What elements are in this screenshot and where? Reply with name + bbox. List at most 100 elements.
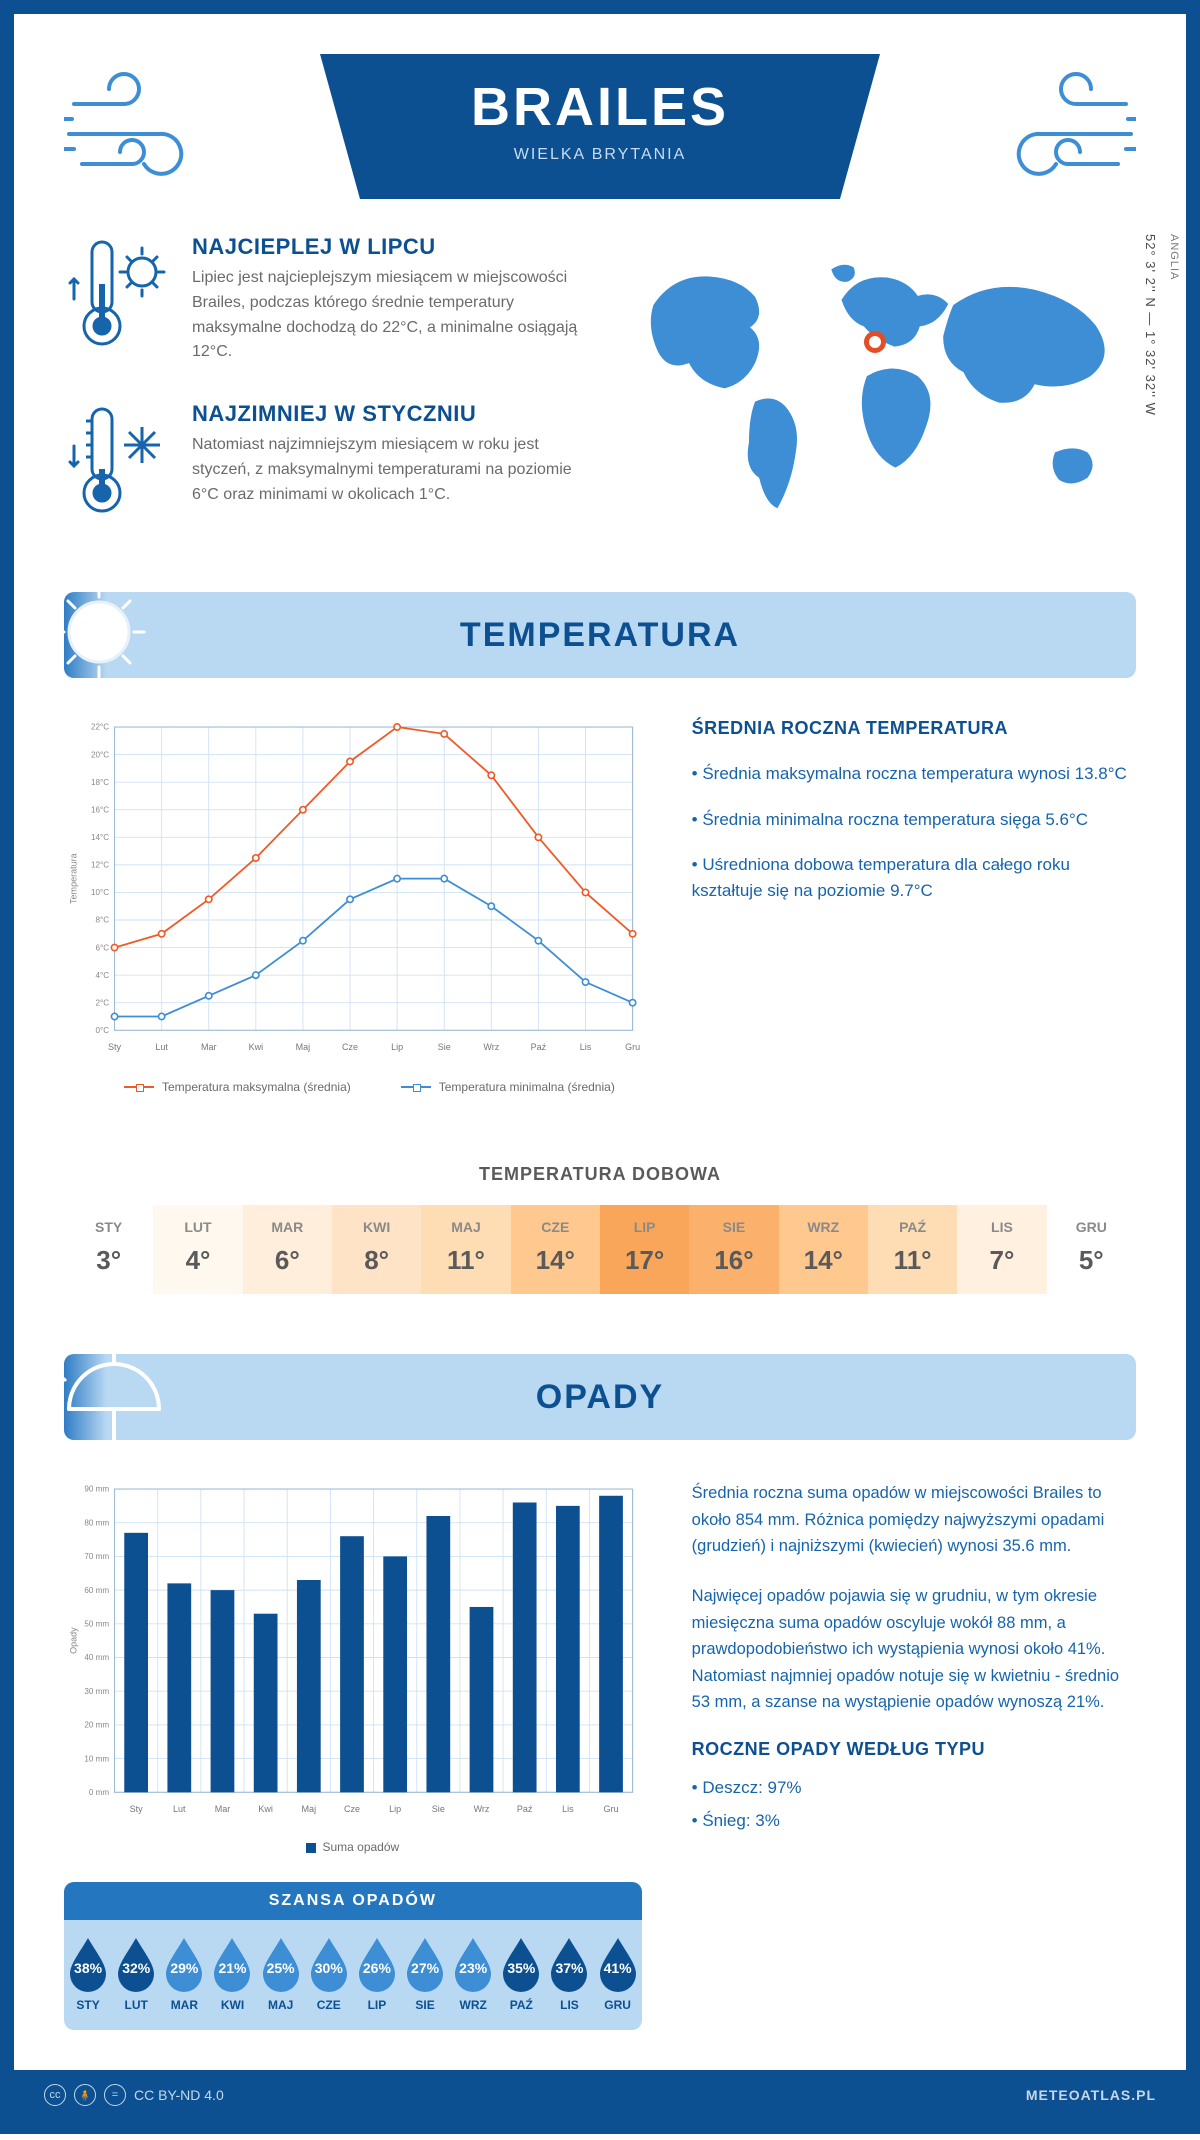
svg-text:80 mm: 80 mm (84, 1519, 109, 1528)
daily-temp-cell: GRU5° (1047, 1205, 1136, 1294)
chance-title: SZANSA OPADÓW (64, 1882, 642, 1920)
site-name: METEOATLAS.PL (1026, 2087, 1156, 2103)
by-type-rain: • Deszcz: 97% (692, 1774, 1136, 1803)
svg-text:30 mm: 30 mm (84, 1687, 109, 1696)
svg-text:Lis: Lis (580, 1042, 592, 1052)
warmest-description: Lipiec jest najcieplejszym miesiącem w m… (192, 266, 598, 365)
by-icon: 🧍 (74, 2084, 96, 2106)
daily-temp-cell: MAR6° (243, 1205, 332, 1294)
svg-text:Mar: Mar (215, 1804, 231, 1814)
by-type-title: ROCZNE OPADY WEDŁUG TYPU (692, 1739, 1136, 1760)
svg-text:12°C: 12°C (91, 861, 109, 870)
svg-text:Maj: Maj (296, 1042, 311, 1052)
svg-text:Lut: Lut (173, 1804, 186, 1814)
by-type-snow: • Śnieg: 3% (692, 1807, 1136, 1836)
precip-title: OPADY (536, 1378, 664, 1417)
wind-decoration-right (986, 64, 1136, 209)
svg-text:Sie: Sie (438, 1042, 451, 1052)
svg-text:Cze: Cze (344, 1804, 360, 1814)
precip-paragraph-1: Średnia roczna suma opadów w miejscowośc… (692, 1480, 1136, 1559)
cc-icon: cc (44, 2084, 66, 2106)
annual-temp-title: ŚREDNIA ROCZNA TEMPERATURA (692, 718, 1136, 739)
svg-text:Lip: Lip (389, 1804, 401, 1814)
svg-text:Lut: Lut (155, 1042, 168, 1052)
svg-text:Sty: Sty (130, 1804, 144, 1814)
svg-text:Wrz: Wrz (483, 1042, 499, 1052)
header: BRAILES WIELKA BRYTANIA (64, 54, 1136, 224)
temperature-line-chart: 0°C2°C4°C6°C8°C10°C12°C14°C16°C18°C20°C2… (64, 718, 642, 1061)
coldest-title: NAJZIMNIEJ W STYCZNIU (192, 401, 598, 427)
chance-drop: 35%PAŹ (497, 1936, 545, 2012)
coldest-fact: NAJZIMNIEJ W STYCZNIU Natomiast najzimni… (64, 401, 598, 526)
chance-drop: 38%STY (64, 1936, 112, 2012)
svg-text:22°C: 22°C (91, 723, 109, 732)
chance-drop: 37%LIS (545, 1936, 593, 2012)
svg-text:6°C: 6°C (96, 943, 110, 952)
license-text: CC BY-ND 4.0 (134, 2087, 224, 2103)
temperature-legend: Temperatura maksymalna (średnia) Tempera… (124, 1080, 642, 1094)
daily-temp-cell: SIE16° (689, 1205, 778, 1294)
precip-section-header: OPADY (64, 1354, 1136, 1440)
thermometer-sun-icon (64, 234, 174, 365)
svg-text:20°C: 20°C (91, 750, 109, 759)
intro-section: NAJCIEPLEJ W LIPCU Lipiec jest najcieple… (64, 234, 1136, 562)
svg-text:Paź: Paź (517, 1804, 533, 1814)
svg-text:8°C: 8°C (96, 916, 110, 925)
nd-icon: = (104, 2084, 126, 2106)
daily-temp-cell: KWI8° (332, 1205, 421, 1294)
svg-text:90 mm: 90 mm (84, 1485, 109, 1494)
warmest-fact: NAJCIEPLEJ W LIPCU Lipiec jest najcieple… (64, 234, 598, 365)
chance-drop: 30%CZE (305, 1936, 353, 2012)
svg-text:16°C: 16°C (91, 806, 109, 815)
location-marker (864, 331, 886, 353)
svg-text:20 mm: 20 mm (84, 1721, 109, 1730)
svg-text:Paź: Paź (531, 1042, 547, 1052)
legend-max: Temperatura maksymalna (średnia) (162, 1080, 351, 1094)
svg-text:10 mm: 10 mm (84, 1754, 109, 1763)
svg-text:10°C: 10°C (91, 888, 109, 897)
location-title: BRAILES (320, 76, 880, 138)
svg-text:Sie: Sie (432, 1804, 445, 1814)
svg-text:Mar: Mar (201, 1042, 217, 1052)
daily-temp-cell: STY3° (64, 1205, 153, 1294)
svg-text:Kwi: Kwi (258, 1804, 273, 1814)
wind-decoration-left (64, 64, 214, 209)
precip-by-type: ROCZNE OPADY WEDŁUG TYPU • Deszcz: 97% •… (692, 1739, 1136, 1836)
chance-drop: 29%MAR (160, 1936, 208, 2012)
svg-text:18°C: 18°C (91, 778, 109, 787)
daily-temp-cell: MAJ11° (421, 1205, 510, 1294)
svg-text:Lip: Lip (391, 1042, 403, 1052)
warmest-title: NAJCIEPLEJ W LIPCU (192, 234, 598, 260)
svg-text:50 mm: 50 mm (84, 1620, 109, 1629)
daily-temp-title: TEMPERATURA DOBOWA (64, 1164, 1136, 1185)
svg-text:2°C: 2°C (96, 999, 110, 1008)
footer: cc 🧍 = CC BY-ND 4.0 METEOATLAS.PL (14, 2070, 1186, 2120)
precip-paragraph-2: Najwięcej opadów pojawia się w grudniu, … (692, 1583, 1136, 1715)
temperature-annual-facts: ŚREDNIA ROCZNA TEMPERATURA Średnia maksy… (692, 718, 1136, 1124)
daily-temp-cell: LIP17° (600, 1205, 689, 1294)
annual-fact: Uśredniona dobowa temperatura dla całego… (692, 852, 1136, 903)
svg-text:Cze: Cze (342, 1042, 358, 1052)
chance-drop: 25%MAJ (257, 1936, 305, 2012)
svg-text:4°C: 4°C (96, 971, 110, 980)
country-subtitle: WIELKA BRYTANIA (320, 146, 880, 164)
chance-drop: 41%GRU (594, 1936, 642, 2012)
temperature-title: TEMPERATURA (460, 616, 740, 655)
title-ribbon: BRAILES WIELKA BRYTANIA (320, 54, 880, 209)
chance-drop: 21%KWI (208, 1936, 256, 2012)
chance-drop: 27%SIE (401, 1936, 449, 2012)
svg-text:0 mm: 0 mm (89, 1788, 110, 1797)
umbrella-icon (44, 1339, 174, 1474)
coldest-description: Natomiast najzimniejszym miesiącem w rok… (192, 433, 598, 507)
annual-fact: Średnia minimalna roczna temperatura się… (692, 807, 1136, 833)
world-map (628, 244, 1136, 534)
license: cc 🧍 = CC BY-ND 4.0 (44, 2084, 224, 2106)
precip-chance: SZANSA OPADÓW 38%STY32%LUT29%MAR21%KWI25… (64, 1882, 642, 2030)
svg-text:60 mm: 60 mm (84, 1586, 109, 1595)
chance-drop: 23%WRZ (449, 1936, 497, 2012)
svg-text:Maj: Maj (302, 1804, 317, 1814)
thermometer-snow-icon (64, 401, 174, 526)
daily-temp-cell: PAŹ11° (868, 1205, 957, 1294)
sun-icon (44, 577, 174, 712)
svg-text:0°C: 0°C (96, 1026, 110, 1035)
